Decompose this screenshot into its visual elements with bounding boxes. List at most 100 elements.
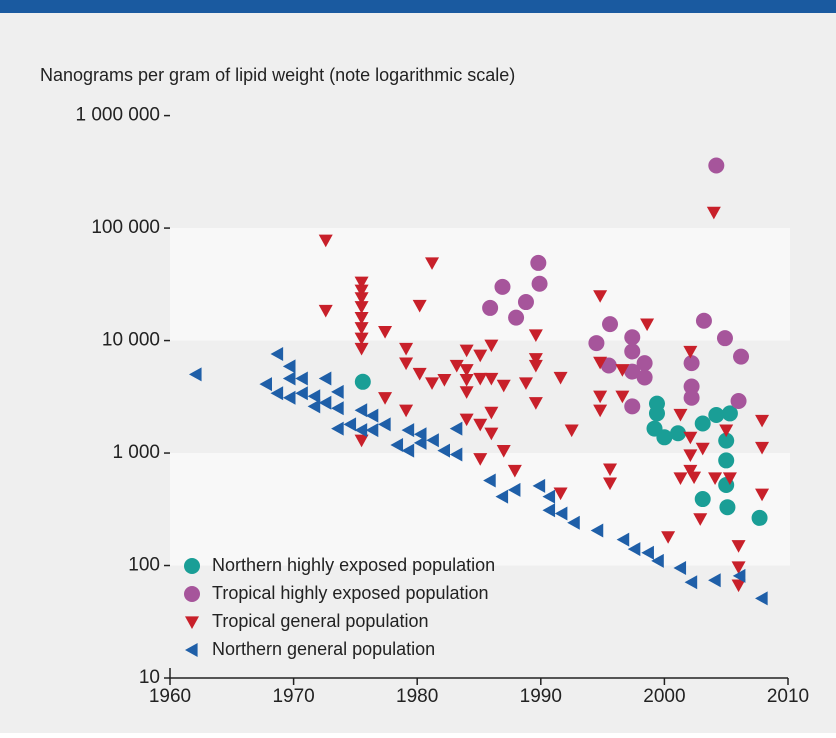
point <box>449 421 463 436</box>
point <box>624 329 641 346</box>
point <box>188 367 202 382</box>
point <box>354 284 369 298</box>
point <box>731 540 746 553</box>
point <box>412 367 427 381</box>
point <box>721 405 738 422</box>
point <box>473 372 488 386</box>
y-tick-label: 100 <box>128 555 160 576</box>
point <box>673 561 687 576</box>
legend-label: Northern highly exposed population <box>212 555 495 575</box>
point <box>401 423 415 438</box>
point <box>673 408 688 422</box>
x-tick-label: 2010 <box>767 686 809 707</box>
point <box>331 421 344 436</box>
grid-band <box>170 228 790 341</box>
point <box>354 292 369 305</box>
point <box>751 509 768 526</box>
point <box>354 373 371 390</box>
point <box>695 442 710 456</box>
legend-label: Tropical highly exposed population <box>212 583 489 603</box>
point <box>494 278 511 295</box>
x-tick-label: 1970 <box>272 686 314 707</box>
point <box>518 377 533 390</box>
legend-marker <box>184 586 200 602</box>
legend-marker <box>185 643 198 657</box>
point <box>600 357 617 374</box>
point <box>651 553 664 568</box>
point <box>656 429 673 446</box>
point <box>731 561 746 575</box>
point <box>564 424 579 438</box>
y-tick-label: 1 000 000 <box>75 105 160 126</box>
legend-marker <box>185 616 199 629</box>
point <box>507 464 522 478</box>
top-bar <box>0 0 836 13</box>
point <box>683 449 698 463</box>
point <box>554 506 568 521</box>
point <box>354 332 369 346</box>
point <box>687 471 702 485</box>
point <box>602 316 619 333</box>
point <box>354 312 369 325</box>
point <box>531 275 548 292</box>
point <box>542 489 556 504</box>
point <box>459 344 474 358</box>
point <box>588 335 605 352</box>
point <box>425 377 440 390</box>
point <box>542 503 556 518</box>
point <box>532 478 546 493</box>
point <box>708 472 723 485</box>
point <box>259 377 273 392</box>
point <box>669 425 686 442</box>
x-tick-label: 2000 <box>643 686 685 707</box>
point <box>484 372 499 386</box>
point <box>719 424 734 438</box>
point <box>354 423 368 438</box>
point <box>615 364 630 377</box>
x-tick-label: 1960 <box>149 686 191 707</box>
point <box>530 254 547 271</box>
point <box>425 257 440 270</box>
point <box>365 408 379 423</box>
point <box>413 435 427 450</box>
point <box>307 399 321 414</box>
point <box>553 487 568 501</box>
x-tick-label: 1990 <box>520 686 562 707</box>
point <box>437 443 450 458</box>
point <box>683 464 698 478</box>
point <box>331 401 344 416</box>
point <box>683 431 698 445</box>
point <box>683 355 700 372</box>
y-tick-label: 1 000 <box>112 442 160 463</box>
point <box>603 477 618 491</box>
point <box>593 390 608 404</box>
point <box>473 349 488 363</box>
point <box>624 363 641 380</box>
point <box>484 339 499 353</box>
point <box>693 513 708 526</box>
point <box>459 373 474 387</box>
point <box>449 359 464 373</box>
point <box>318 234 333 248</box>
point <box>365 423 379 438</box>
point <box>708 406 725 423</box>
point <box>616 532 630 547</box>
point <box>318 395 332 410</box>
point <box>603 463 618 477</box>
point <box>661 531 676 544</box>
point <box>718 432 735 449</box>
point <box>354 322 369 335</box>
point <box>683 345 698 359</box>
point <box>459 413 474 427</box>
point <box>590 523 604 538</box>
point <box>399 342 414 356</box>
point <box>401 443 415 458</box>
point <box>694 491 711 508</box>
point <box>473 418 488 432</box>
point <box>459 364 474 377</box>
y-tick-label: 100 000 <box>91 217 160 238</box>
legend-label: Tropical general population <box>212 611 428 631</box>
point <box>708 573 721 588</box>
point <box>553 371 568 385</box>
